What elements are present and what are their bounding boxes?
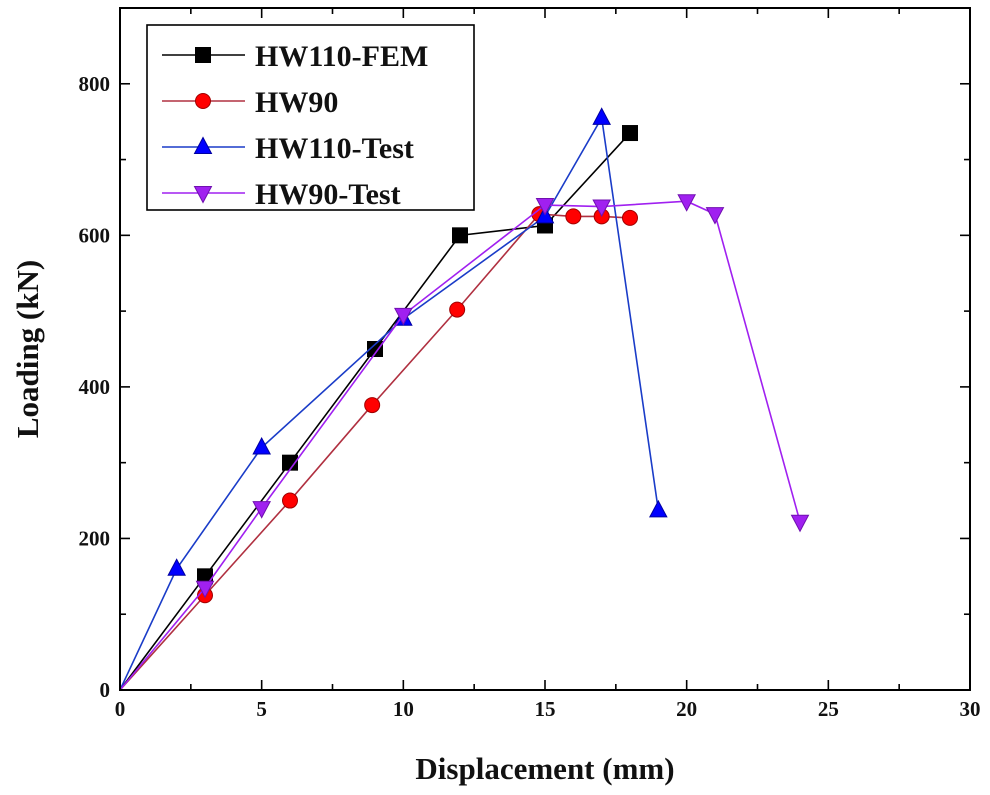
data-point xyxy=(705,207,725,225)
y-tick-label: 400 xyxy=(79,375,111,399)
x-tick-label: 0 xyxy=(115,697,126,721)
legend-label: HW110-Test xyxy=(255,132,414,165)
data-point xyxy=(367,341,383,357)
data-point xyxy=(592,107,611,125)
x-tick-label: 20 xyxy=(676,697,697,721)
data-point xyxy=(252,501,271,519)
data-point xyxy=(394,307,413,326)
legend-marker xyxy=(193,136,213,154)
series-hw110-fem xyxy=(119,125,638,691)
legend-label: HW110-FEM xyxy=(255,40,428,73)
x-tick-label: 15 xyxy=(535,697,556,721)
data-point xyxy=(677,194,696,212)
data-point xyxy=(649,499,668,518)
data-point xyxy=(167,558,186,576)
legend-marker xyxy=(195,47,211,63)
data-point xyxy=(790,514,810,533)
y-tick-label: 800 xyxy=(79,72,111,96)
x-axis-title: Displacement (mm) xyxy=(415,751,674,786)
x-tick-label: 5 xyxy=(256,697,267,721)
legend-label: HW90 xyxy=(255,86,338,119)
legend-marker xyxy=(193,186,213,204)
y-tick-label: 0 xyxy=(100,678,111,702)
legend: HW110-FEM HW90 HW110-Test HW90-Test xyxy=(146,24,475,211)
data-point xyxy=(195,580,215,599)
y-tick-label: 600 xyxy=(79,223,111,247)
data-point xyxy=(252,436,271,455)
legend-label: HW90-Test xyxy=(255,178,401,211)
data-point xyxy=(565,208,582,225)
data-point xyxy=(452,227,468,244)
data-point xyxy=(622,125,638,142)
x-tick-label: 10 xyxy=(393,697,414,721)
plot-frame xyxy=(119,7,971,691)
x-tick-label: 25 xyxy=(818,697,839,721)
x-ticks: 0 5 10 15 20 25 30 xyxy=(115,8,981,721)
data-point xyxy=(622,209,638,226)
legend-marker xyxy=(195,93,211,109)
x-tick-label: 30 xyxy=(960,697,981,721)
series-layer xyxy=(119,107,810,691)
data-point xyxy=(449,301,466,318)
series-hw90-test xyxy=(119,194,810,691)
data-point xyxy=(282,492,298,509)
data-point xyxy=(592,199,611,218)
data-point xyxy=(364,397,381,414)
data-point xyxy=(535,198,555,216)
y-axis-title: Loading (kN) xyxy=(10,260,45,438)
y-tick-label: 200 xyxy=(79,526,111,550)
